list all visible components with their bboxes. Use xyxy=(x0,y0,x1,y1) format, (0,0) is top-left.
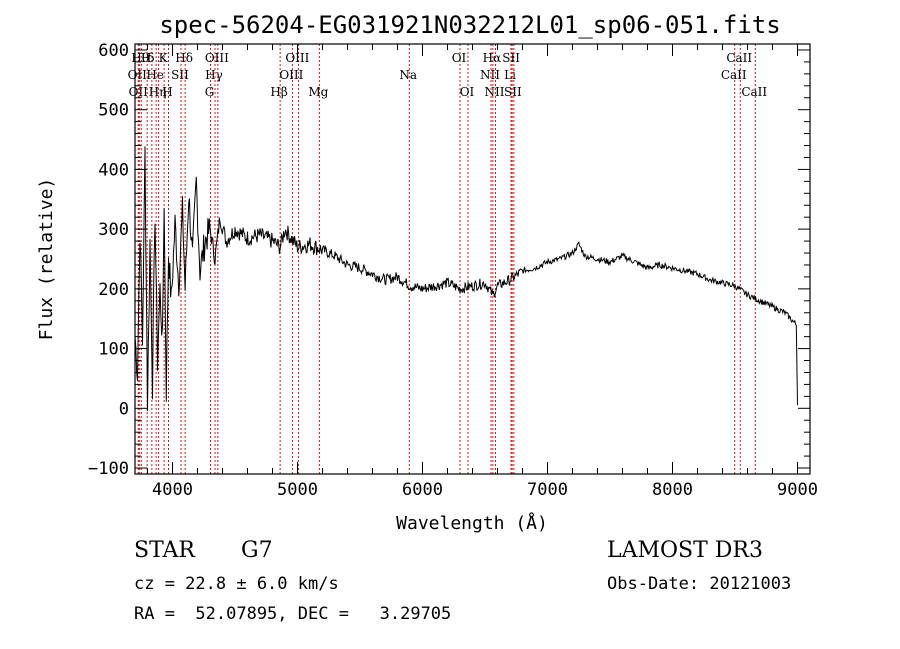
y-tick-label: 600 xyxy=(98,41,129,61)
coordinates: RA = 52.07895, DEC = 3.29705 xyxy=(134,604,452,624)
y-tick-label: −100 xyxy=(88,459,129,479)
y-axis-label: Flux (relative) xyxy=(36,178,57,341)
y-tick-label: 100 xyxy=(98,340,129,360)
object-class: STAR xyxy=(134,538,195,563)
marker-label: Hα xyxy=(483,51,502,65)
marker-label: Hη xyxy=(149,85,167,99)
x-axis-label: Wavelength (Å) xyxy=(396,512,548,534)
marker-label: OII xyxy=(128,68,148,82)
marker-label: NII xyxy=(480,68,500,82)
marker-label: CaII xyxy=(726,51,752,65)
marker-label: Hβ xyxy=(270,85,287,99)
marker-label: Mg xyxy=(308,85,328,99)
x-tick-label: 7000 xyxy=(527,480,568,500)
marker-label: CaII xyxy=(721,68,747,82)
x-axis: 4000 5000 6000 7000 8000 9000 xyxy=(147,44,818,500)
object-subclass: G7 xyxy=(241,538,273,563)
redshift-text: cz = 22.8 ± 6.0 km/s xyxy=(134,574,339,594)
marker-label: H xyxy=(162,85,172,99)
spectrum-line xyxy=(134,146,798,412)
marker-label: SII xyxy=(171,68,189,82)
plot-frame xyxy=(134,43,811,475)
x-tick-label: 6000 xyxy=(402,480,443,500)
y-tick-label: 400 xyxy=(98,160,129,180)
marker-label: G xyxy=(205,85,215,99)
marker-label: CaII xyxy=(741,85,767,99)
spectrum-series xyxy=(134,146,798,412)
x-tick-label: 8000 xyxy=(652,480,693,500)
marker-label: SII xyxy=(504,85,522,99)
y-tick-label: 300 xyxy=(98,220,129,240)
marker-label: OI xyxy=(460,85,475,99)
x-tick-label: 4000 xyxy=(152,480,193,500)
marker-label: δ xyxy=(147,51,154,65)
marker-label: OII xyxy=(129,85,149,99)
y-axis: −100 0 100 200 300 400 500 600 xyxy=(88,41,810,479)
marker-label: NII xyxy=(485,85,505,99)
chart-title: spec-56204-EG031921N032212L01_sp06-051.f… xyxy=(159,11,780,39)
marker-label: Na xyxy=(399,68,417,82)
x-tick-label: 5000 xyxy=(277,480,318,500)
emission-line-markers: OIIOIIHθHδHeHηKHSIIHδGHγOIIIHβOIIIOIIIMg… xyxy=(128,44,767,474)
marker-label: K xyxy=(159,51,169,65)
obs-date: Obs-Date: 20121003 xyxy=(607,574,792,594)
marker-label: He xyxy=(146,68,164,82)
marker-label: OIII xyxy=(205,51,229,65)
y-tick-label: 0 xyxy=(119,399,129,419)
x-tick-label: 9000 xyxy=(777,480,818,500)
marker-label: Hγ xyxy=(205,68,223,82)
marker-label: SII xyxy=(502,51,520,65)
y-tick-label: 200 xyxy=(98,280,129,300)
survey-name: LAMOST DR3 xyxy=(607,538,763,563)
y-tick-label: 500 xyxy=(98,101,129,121)
marker-label: OI xyxy=(452,51,467,65)
marker-label: OIII xyxy=(279,68,303,82)
marker-label: Hδ xyxy=(175,51,193,65)
marker-label: Li xyxy=(504,68,516,82)
marker-label: OIII xyxy=(285,51,309,65)
marker-label: H xyxy=(141,51,151,65)
